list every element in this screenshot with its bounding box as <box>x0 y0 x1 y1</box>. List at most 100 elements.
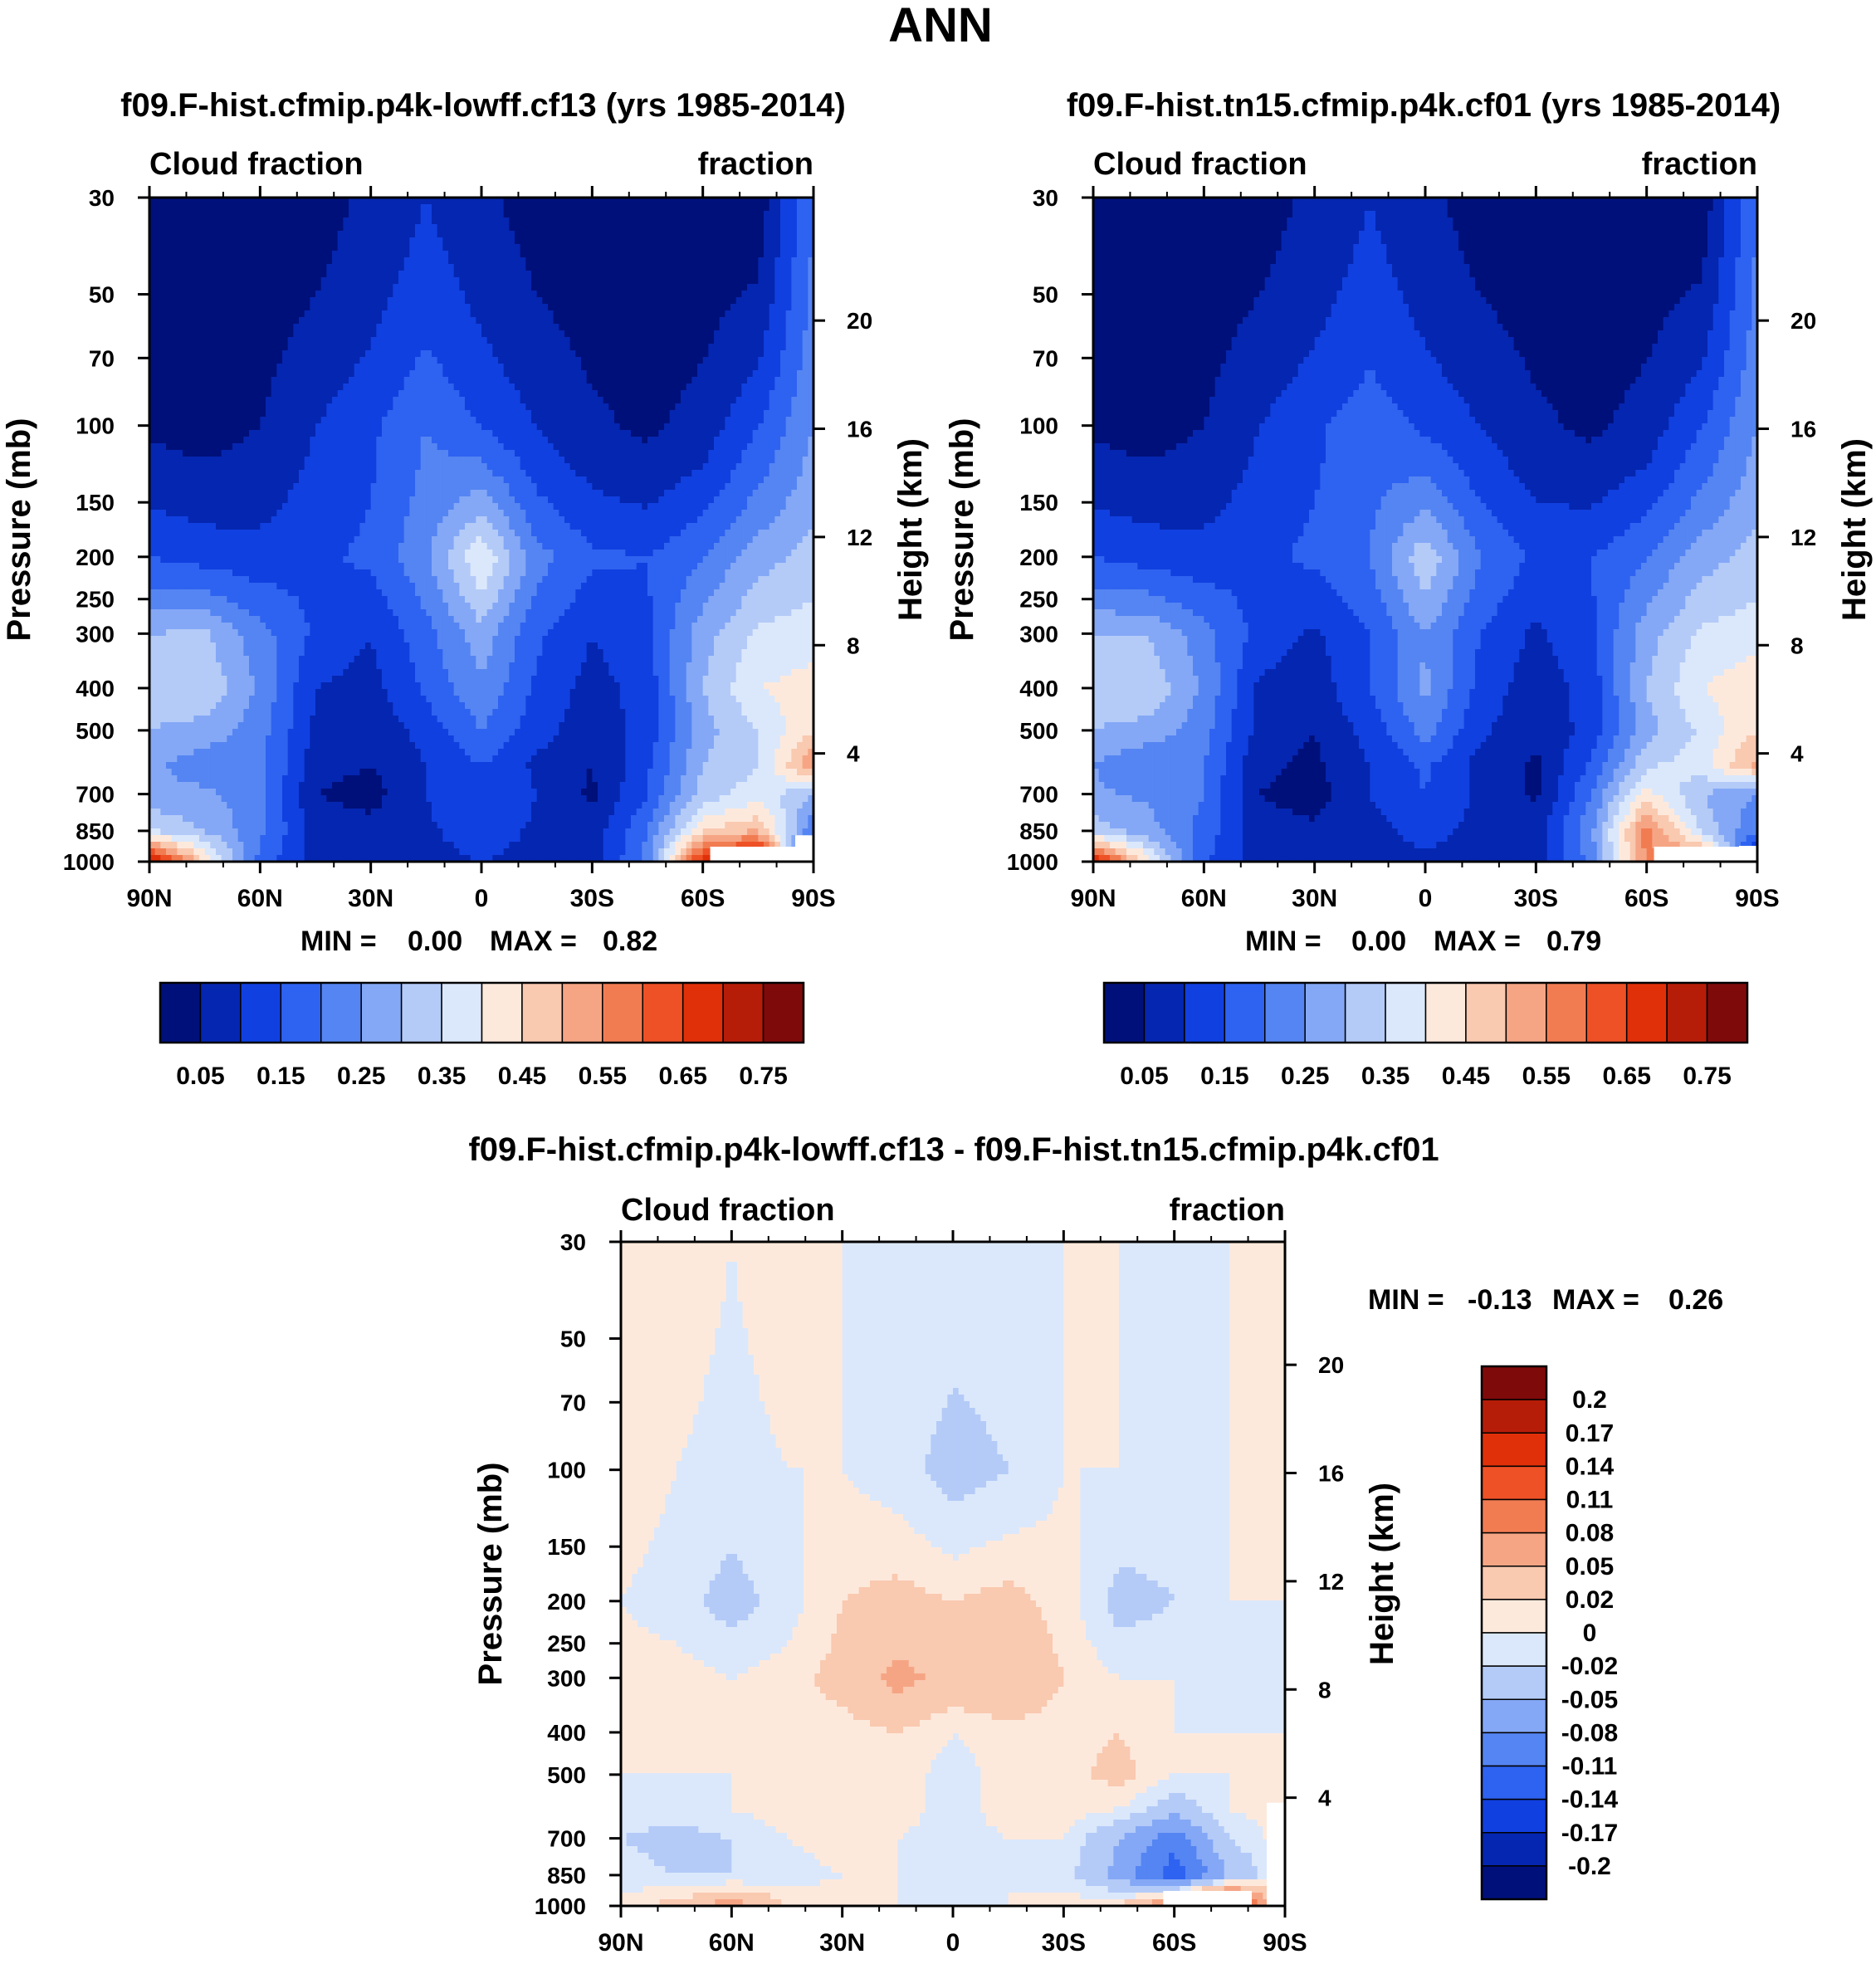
contour-cell <box>304 204 311 212</box>
contour-cell <box>349 224 355 232</box>
contour-cell <box>669 457 677 464</box>
contour-cell <box>542 370 549 378</box>
contour-cell <box>774 277 781 285</box>
contour-cell <box>453 198 461 205</box>
contour-cell <box>797 443 804 451</box>
contour-cell <box>603 443 610 451</box>
contour-cell <box>758 437 765 444</box>
contour-cell <box>658 384 665 391</box>
contour-cell <box>686 271 693 278</box>
contour-cell <box>769 403 776 411</box>
contour-cell <box>287 457 295 464</box>
contour-cell <box>476 370 482 378</box>
contour-cell <box>481 357 488 364</box>
contour-cell <box>575 463 582 471</box>
contour-cell <box>310 304 316 311</box>
contour-cell <box>320 364 328 371</box>
contour-cell <box>581 231 588 238</box>
contour-cell <box>266 324 272 331</box>
contour-cell <box>266 297 272 305</box>
contour-cell <box>387 410 394 418</box>
contour-cell <box>525 204 532 212</box>
contour-cell <box>459 198 466 205</box>
contour-cell <box>625 337 632 344</box>
contour-cell <box>403 291 411 298</box>
contour-cell <box>691 324 698 331</box>
contour-cell <box>442 344 449 351</box>
contour-cell <box>216 330 222 338</box>
contour-cell <box>603 271 610 278</box>
contour-cell <box>183 330 189 338</box>
contour-cell <box>797 357 804 364</box>
contour-cell <box>459 384 466 391</box>
contour-cell <box>515 264 521 271</box>
contour-cell <box>581 397 588 404</box>
contour-cell <box>592 350 598 358</box>
contour-cell <box>337 330 344 338</box>
contour-cell <box>343 317 349 325</box>
contour-cell <box>442 437 449 444</box>
contour-cell <box>271 277 278 285</box>
contour-cell <box>382 430 388 437</box>
contour-cell <box>149 390 156 398</box>
contour-cell <box>780 384 787 391</box>
contour-cell <box>747 211 754 218</box>
contour-cell <box>642 337 648 344</box>
contour-cell <box>154 277 162 285</box>
contour-cell <box>304 224 311 232</box>
contour-cell <box>266 423 272 431</box>
contour-cell <box>553 357 560 364</box>
contour-cell <box>697 357 704 364</box>
contour-cell <box>437 277 444 285</box>
contour-cell <box>714 350 721 358</box>
contour-cell <box>625 217 632 225</box>
contour-cell <box>603 257 610 265</box>
contour-cell <box>725 217 731 225</box>
contour-cell <box>376 417 383 424</box>
contour-cell <box>426 217 432 225</box>
contour-cell <box>260 211 266 218</box>
contour-cell <box>453 271 461 278</box>
contour-cell <box>276 403 283 411</box>
contour-cell <box>326 310 333 318</box>
contour-cell <box>719 370 726 378</box>
contour-cell <box>764 251 770 258</box>
contour-cell <box>370 317 378 325</box>
contour-cell <box>193 437 200 444</box>
contour-cell <box>437 251 444 258</box>
contour-cell <box>714 284 721 291</box>
contour-cell <box>393 324 399 331</box>
contour-cell <box>149 297 156 305</box>
contour-cell <box>747 257 754 265</box>
contour-cell <box>310 364 316 371</box>
contour-cell <box>536 310 544 318</box>
contour-cell <box>359 291 366 298</box>
contour-cell <box>741 237 748 245</box>
contour-cell <box>326 423 333 431</box>
contour-cell <box>714 237 721 245</box>
contour-cell <box>730 217 737 225</box>
contour-cell <box>525 337 532 344</box>
contour-cell <box>669 291 677 298</box>
contour-cell <box>332 204 339 212</box>
contour-cell <box>149 224 156 232</box>
contour-cell <box>697 344 704 351</box>
contour-cell <box>465 271 471 278</box>
contour-cell <box>774 403 781 411</box>
contour-cell <box>354 457 361 464</box>
contour-cell <box>387 324 394 331</box>
contour-cell <box>398 470 405 477</box>
contour-cell <box>453 384 461 391</box>
contour-cell <box>370 237 378 245</box>
contour-cell <box>409 244 416 252</box>
contour-cell <box>741 437 748 444</box>
contour-cell <box>553 244 560 252</box>
contour-cell <box>752 370 760 378</box>
contour-cell <box>675 304 682 311</box>
contour-cell <box>758 217 765 225</box>
contour-cell <box>237 443 245 451</box>
contour-cell <box>204 317 212 325</box>
contour-cell <box>797 310 804 318</box>
contour-cell <box>254 257 261 265</box>
contour-cell <box>403 390 411 398</box>
